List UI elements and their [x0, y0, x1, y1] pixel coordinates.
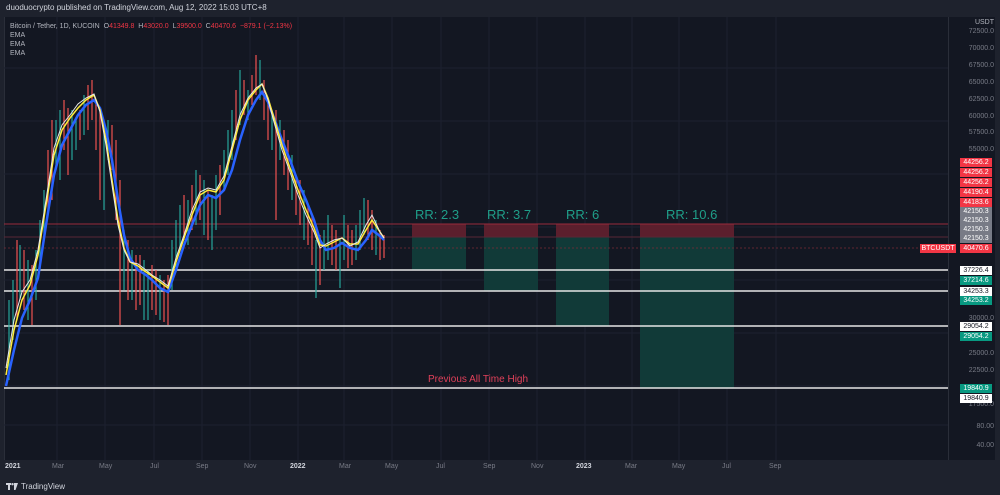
time-tick: Jul — [150, 463, 159, 470]
rr-label-4[interactable]: RR: 10.6 — [666, 207, 718, 222]
price-tick: 62500.0 — [968, 96, 994, 103]
price-tick: 22500.0 — [968, 367, 994, 374]
price-tick: 57500.0 — [968, 129, 994, 136]
rr-label-2[interactable]: RR: 3.7 — [487, 207, 532, 222]
time-tick: 2022 — [290, 463, 306, 470]
time-tick: Sep — [769, 463, 782, 470]
price-tag-stop: 44256.2 — [960, 158, 992, 167]
time-tick: May — [672, 463, 686, 470]
indicator-ema-2[interactable]: EMA — [10, 41, 26, 48]
time-tick: Nov — [244, 463, 257, 470]
price-tick: 55000.0 — [968, 146, 994, 153]
tradingview-logo-icon — [6, 483, 18, 490]
indicator-ema-3[interactable]: EMA — [10, 50, 26, 57]
rr-label-1[interactable]: RR: 2.3 — [415, 207, 460, 222]
price-tick: 40.00 — [976, 442, 994, 449]
time-tick: 2023 — [576, 463, 592, 470]
price-tag-target-2: 34253.3 — [960, 287, 992, 296]
price-tag-stop: 44256.2 — [960, 168, 992, 177]
price-tick: 65000.0 — [968, 79, 994, 86]
price-tag-target-1: 37226.4 — [960, 266, 992, 275]
ema-slow — [4, 89, 385, 387]
high-value: 43020.0 — [143, 23, 169, 30]
close-value: 40470.6 — [210, 23, 237, 30]
high-label: H — [138, 23, 144, 30]
price-tag-stop: 44256.2 — [960, 178, 992, 187]
rr-label-3[interactable]: RR: 6 — [566, 207, 600, 222]
price-tag-entry: 42150.3 — [960, 207, 992, 216]
price-tick: 72500.0 — [968, 28, 994, 35]
price-tick: 30000.0 — [968, 315, 994, 322]
time-tick: Jul — [436, 463, 445, 470]
open-value: 41349.8 — [109, 23, 135, 30]
time-tick: Jul — [722, 463, 731, 470]
price-tag-ath-box: 19840.9 — [960, 384, 992, 393]
open-label: O — [103, 23, 110, 30]
low-value: 39500.0 — [176, 23, 202, 30]
rr-boxes[interactable] — [412, 224, 734, 388]
symbol-name: Bitcoin / Tether, 1D, KUCOIN — [10, 23, 100, 30]
chart-legend[interactable]: Bitcoin / Tether, 1D, KUCOIN O41349.8 H4… — [10, 22, 292, 58]
price-tag-entry: 42150.3 — [960, 216, 992, 225]
ema-mid — [5, 82, 385, 376]
indicator-ema-1[interactable]: EMA — [10, 32, 26, 39]
price-tag-target-2-box: 34253.2 — [960, 296, 992, 305]
time-tick: Nov — [531, 463, 544, 470]
time-tick: Sep — [196, 463, 209, 470]
price-tag-ath: 19840.9 — [960, 394, 992, 403]
price-tag-entry: 42150.3 — [960, 234, 992, 243]
price-tick: 17500.0 — [968, 401, 994, 408]
change-value: −879.1 (−2.13%) — [239, 23, 293, 30]
tradingview-brand[interactable]: TradingView — [6, 482, 65, 491]
publish-info: duoduocrypto published on TradingView.co… — [6, 3, 267, 12]
price-tick: 60000.0 — [968, 113, 994, 120]
currency-label: USDT — [974, 19, 994, 26]
price-tick: 70000.0 — [968, 45, 994, 52]
price-tag-stop: 44190.4 — [960, 188, 992, 197]
publish-bar: duoduocrypto published on TradingView.co… — [0, 0, 1000, 16]
price-tag-stop: 44183.6 — [960, 198, 992, 207]
ema-fast — [5, 83, 385, 369]
last-price-tag: 40470.6 — [960, 244, 992, 253]
price-tick: 67500.0 — [968, 62, 994, 69]
price-tag-target-1-box: 37214.6 — [960, 276, 992, 285]
price-tag-target-3-box: 29054.2 — [960, 332, 992, 341]
ath-label[interactable]: Previous All Time High — [428, 374, 529, 385]
time-tick: Mar — [52, 463, 65, 470]
time-tick: Mar — [339, 463, 352, 470]
support-lines[interactable] — [4, 269, 948, 389]
time-tick: Mar — [625, 463, 638, 470]
price-tag-entry: 42150.3 — [960, 225, 992, 234]
symbol-tag: BTCUSDT — [920, 244, 956, 253]
grid — [4, 17, 948, 460]
brand-label: TradingView — [21, 482, 66, 491]
footer-bar — [0, 476, 1000, 495]
price-tag-target-3: 29054.2 — [960, 322, 992, 331]
low-label: L — [172, 23, 177, 30]
close-label: C — [205, 23, 211, 30]
time-tick: May — [99, 463, 113, 470]
candles — [8, 55, 385, 380]
time-tick: May — [385, 463, 399, 470]
time-tick: 2021 — [5, 463, 21, 470]
time-tick: Sep — [483, 463, 496, 470]
price-tick: 25000.0 — [968, 350, 994, 357]
price-tick: 80.00 — [976, 423, 994, 430]
legend-symbol-row: Bitcoin / Tether, 1D, KUCOIN O41349.8 H4… — [10, 22, 292, 31]
